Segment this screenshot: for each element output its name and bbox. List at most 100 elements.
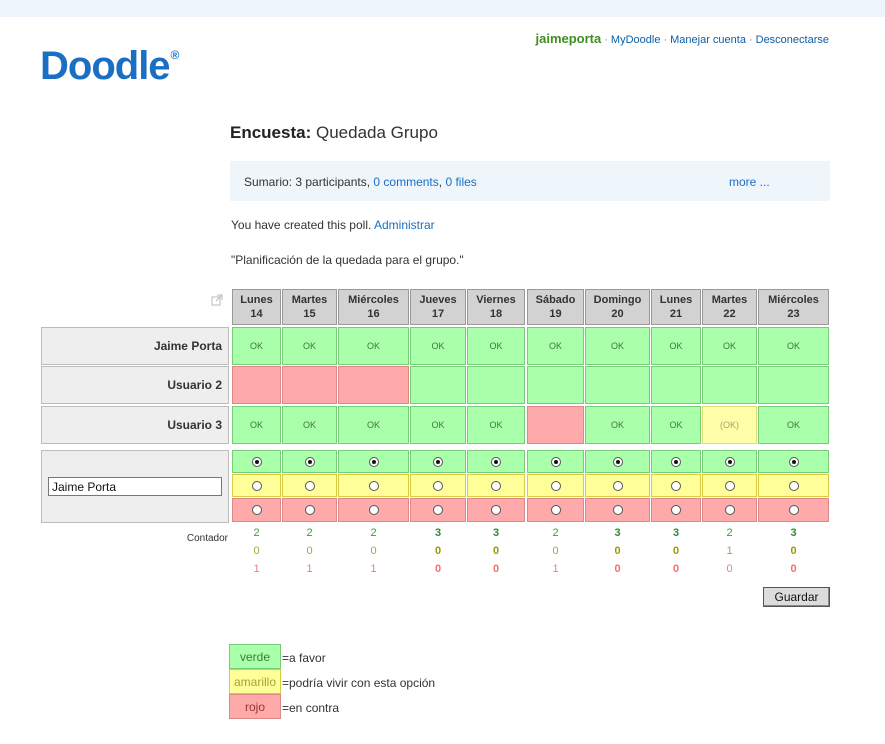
radio-cell-no[interactable] <box>410 498 466 522</box>
radio-cell-yes[interactable] <box>282 450 337 473</box>
radio-cell-no[interactable] <box>758 498 829 522</box>
poll-title-text: Quedada Grupo <box>315 123 438 142</box>
poll-description: "Planificación de la quedada para el gru… <box>231 253 464 267</box>
poll-title: Encuesta: Quedada Grupo <box>230 123 438 143</box>
save-button[interactable]: Guardar <box>763 587 830 607</box>
vote-cell: OK <box>410 406 466 444</box>
radio-no[interactable] <box>491 505 501 515</box>
files-link[interactable]: 0 files <box>445 175 477 189</box>
radio-cell-maybe[interactable] <box>758 474 829 497</box>
radio-maybe[interactable] <box>612 480 623 491</box>
radio-cell-no[interactable] <box>232 498 281 522</box>
column-date: 23 <box>787 308 800 320</box>
column-date: 18 <box>489 308 503 320</box>
legend-green-text: =a favor <box>282 651 326 665</box>
radio-cell-maybe[interactable] <box>338 474 409 497</box>
radio-cell-no[interactable] <box>467 498 525 522</box>
radio-maybe[interactable] <box>491 480 501 491</box>
radio-yes[interactable] <box>368 456 379 467</box>
radio-maybe[interactable] <box>788 480 799 491</box>
vote-cell <box>467 366 525 404</box>
column-day: Sábado <box>535 294 576 306</box>
radio-cell-yes[interactable] <box>232 450 281 473</box>
radio-no[interactable] <box>788 505 799 515</box>
radio-yes[interactable] <box>724 456 735 467</box>
vote-cell: OK <box>467 327 525 365</box>
radio-cell-yes[interactable] <box>527 450 584 473</box>
vote-cell <box>338 366 409 404</box>
column-header-3: Miércoles 16 <box>338 289 409 325</box>
radio-cell-yes[interactable] <box>651 450 701 473</box>
column-header-8: Lunes 21 <box>651 289 701 325</box>
radio-yes[interactable] <box>550 456 561 467</box>
radio-cell-no[interactable] <box>527 498 584 522</box>
comments-link[interactable]: 0 comments <box>373 175 439 189</box>
radio-maybe[interactable] <box>368 480 379 491</box>
radio-cell-yes[interactable] <box>410 450 466 473</box>
doodle-logo[interactable]: Doodle® <box>40 44 179 89</box>
vote-cell: OK <box>467 406 525 444</box>
mydoodle-link[interactable]: MyDoodle <box>610 34 661 46</box>
radio-cell-yes[interactable] <box>702 450 757 473</box>
manage-account-link[interactable]: Manejar cuenta <box>670 34 746 46</box>
radio-no[interactable] <box>612 505 623 515</box>
count-no: 0 <box>672 563 680 575</box>
radio-cell-maybe[interactable] <box>467 474 525 497</box>
radio-maybe[interactable] <box>724 480 735 491</box>
admin-link[interactable]: Administrar <box>374 218 435 232</box>
vote-cell: OK <box>232 327 281 365</box>
summary-text: Sumario: 3 participants, <box>244 175 374 189</box>
radio-yes[interactable] <box>433 456 443 467</box>
legend-yellow: amarillo <box>229 669 281 694</box>
radio-yes[interactable] <box>788 456 799 467</box>
radio-maybe[interactable] <box>251 480 262 491</box>
radio-no[interactable] <box>368 505 379 515</box>
name-input[interactable] <box>48 477 222 496</box>
radio-cell-maybe[interactable] <box>527 474 584 497</box>
radio-cell-yes[interactable] <box>338 450 409 473</box>
username[interactable]: jaimeporta <box>535 31 602 46</box>
radio-yes[interactable] <box>304 456 315 467</box>
radio-cell-no[interactable] <box>585 498 650 522</box>
radio-cell-maybe[interactable] <box>282 474 337 497</box>
column-day: Miércoles <box>768 294 819 306</box>
radio-cell-maybe[interactable] <box>651 474 701 497</box>
radio-maybe[interactable] <box>671 480 681 491</box>
count-maybe: 1 <box>726 545 733 557</box>
radio-yes[interactable] <box>251 456 262 467</box>
radio-no[interactable] <box>724 505 735 515</box>
radio-cell-maybe[interactable] <box>232 474 281 497</box>
radio-cell-no[interactable] <box>282 498 337 522</box>
radio-cell-no[interactable] <box>338 498 409 522</box>
radio-no[interactable] <box>304 505 315 515</box>
radio-no[interactable] <box>251 505 262 515</box>
column-header-2: Martes 15 <box>282 289 337 325</box>
radio-cell-maybe[interactable] <box>585 474 650 497</box>
radio-cell-yes[interactable] <box>467 450 525 473</box>
radio-cell-maybe[interactable] <box>410 474 466 497</box>
vote-cell: OK <box>651 327 701 365</box>
radio-cell-no[interactable] <box>651 498 701 522</box>
count-no: 0 <box>434 563 442 575</box>
radio-no[interactable] <box>671 505 681 515</box>
radio-maybe[interactable] <box>304 480 315 491</box>
more-link[interactable]: more ... <box>729 175 770 189</box>
vote-cell: OK <box>585 327 650 365</box>
count-maybe: 0 <box>434 545 442 557</box>
external-link-icon[interactable] <box>211 294 223 306</box>
radio-yes[interactable] <box>612 456 623 467</box>
radio-cell-yes[interactable] <box>585 450 650 473</box>
radio-cell-maybe[interactable] <box>702 474 757 497</box>
logout-link[interactable]: Desconectarse <box>755 34 829 46</box>
radio-maybe[interactable] <box>433 480 443 491</box>
column-date: 20 <box>611 308 624 320</box>
radio-no[interactable] <box>550 505 561 515</box>
radio-cell-yes[interactable] <box>758 450 829 473</box>
radio-yes[interactable] <box>671 456 681 467</box>
participant-name: Jaime Porta <box>41 327 229 365</box>
count-yes: 3 <box>434 527 442 539</box>
radio-no[interactable] <box>433 505 443 515</box>
radio-maybe[interactable] <box>550 480 561 491</box>
radio-cell-no[interactable] <box>702 498 757 522</box>
radio-yes[interactable] <box>491 456 501 467</box>
